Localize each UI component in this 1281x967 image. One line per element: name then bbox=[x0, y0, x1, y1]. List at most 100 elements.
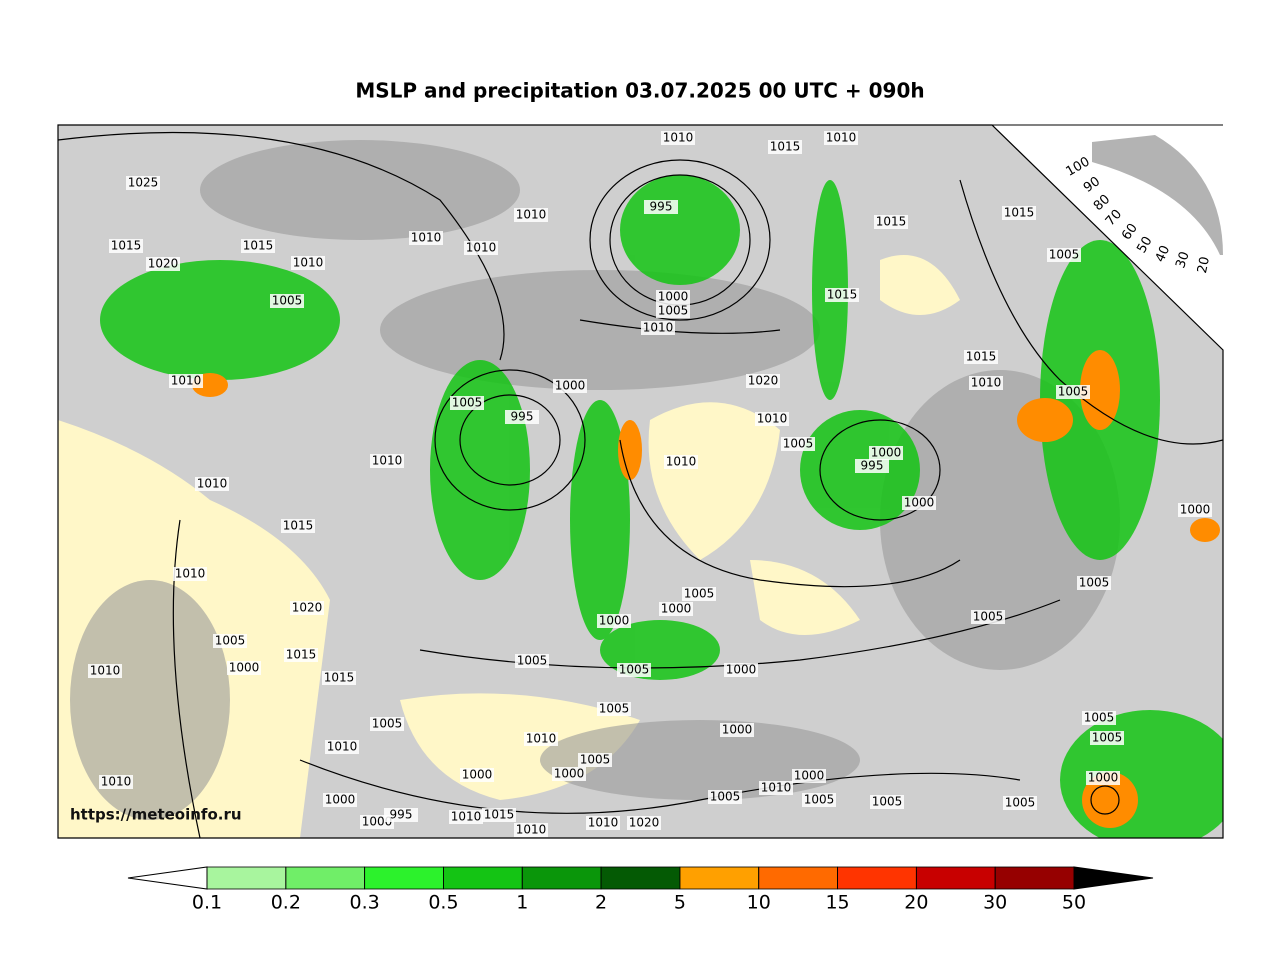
isobar-label: 1005 bbox=[372, 717, 403, 731]
isobar-label: 1010 bbox=[197, 477, 228, 491]
cloud-scale-label: 70 bbox=[1103, 207, 1125, 229]
isobar-label-bg bbox=[746, 374, 780, 388]
isobar-label: 1010 bbox=[757, 412, 788, 426]
isobar-label: 1005 bbox=[872, 795, 903, 809]
isobar-label-bg bbox=[656, 304, 690, 318]
isobar-label: 1005 bbox=[1079, 576, 1110, 590]
isobar-label: 1010 bbox=[293, 256, 324, 270]
isobar-label-bg bbox=[964, 350, 998, 364]
isobar-label: 1010 bbox=[171, 374, 202, 388]
colorbar-swatch bbox=[994, 866, 1075, 890]
isobar-label-bg bbox=[173, 567, 207, 581]
isobar-label: 1005 bbox=[658, 304, 689, 318]
isobar-label: 1010 bbox=[451, 810, 482, 824]
isobar-label-bg bbox=[482, 808, 516, 822]
isobar-label: 1010 bbox=[761, 781, 792, 795]
isobar-label-bg bbox=[552, 767, 586, 781]
isobar-label-bg bbox=[659, 602, 693, 616]
isobar-label-bg bbox=[1056, 385, 1090, 399]
isobar-label-bg bbox=[241, 239, 275, 253]
isobar-label-bg bbox=[759, 781, 793, 795]
isobar-label-bg bbox=[855, 459, 889, 473]
isobar-label: 1010 bbox=[971, 376, 1002, 390]
colorbar-over bbox=[1073, 866, 1154, 890]
isobar-label: 1010 bbox=[643, 321, 674, 335]
isobar-label-bg bbox=[802, 793, 836, 807]
isobar-label: 1000 bbox=[462, 768, 493, 782]
colorbar-swatch bbox=[285, 866, 366, 890]
isobar-label: 995 bbox=[390, 808, 413, 822]
colorbar-tick-label: 20 bbox=[904, 892, 928, 914]
isobar-label-bg bbox=[515, 654, 549, 668]
isobar-label: 1000 bbox=[794, 769, 825, 783]
isobar-label-bg bbox=[578, 753, 612, 767]
colorbar-swatch bbox=[679, 866, 760, 890]
isobar-label: 1025 bbox=[128, 176, 159, 190]
isobar-label-bg bbox=[661, 131, 695, 145]
isobar-label-bg bbox=[781, 437, 815, 451]
isobar-label-bg bbox=[644, 200, 678, 214]
isobar-label-bg bbox=[874, 215, 908, 229]
isobar-label: 1015 bbox=[111, 239, 142, 253]
isobar-label: 1000 bbox=[554, 767, 585, 781]
isobar-label-bg bbox=[524, 732, 558, 746]
isobar-label-bg bbox=[195, 477, 229, 491]
isobar-label-bg bbox=[755, 412, 789, 426]
isobar-label-bg bbox=[656, 290, 690, 304]
isobar-label-bg bbox=[370, 454, 404, 468]
isobar-label-bg bbox=[627, 816, 661, 830]
isobar-label: 1010 bbox=[466, 241, 497, 255]
isobar-label: 1005 bbox=[272, 294, 303, 308]
isobar-label: 1015 bbox=[770, 140, 801, 154]
isobar-label-bg bbox=[146, 257, 180, 271]
isobar-label-bg bbox=[641, 321, 675, 335]
isobar-label-bg bbox=[902, 496, 936, 510]
isobar-label: 1010 bbox=[826, 131, 857, 145]
isobar-label: 1005 bbox=[804, 793, 835, 807]
isobar-label: 1015 bbox=[286, 648, 317, 662]
colorbar-tick-label: 5 bbox=[674, 892, 686, 914]
isobar-label: 1000 bbox=[229, 661, 260, 675]
isobar-label-bg bbox=[464, 241, 498, 255]
isobar-label: 995 bbox=[511, 410, 534, 424]
colorbar-under bbox=[127, 866, 208, 890]
isobar-label: 1005 bbox=[1084, 711, 1115, 725]
isobar-label: 1015 bbox=[1004, 206, 1035, 220]
isobar-label: 1020 bbox=[148, 257, 179, 271]
isobar-label-bg bbox=[1003, 796, 1037, 810]
colorbar-tick-label: 30 bbox=[983, 892, 1007, 914]
isobar-label-bg bbox=[1086, 771, 1120, 785]
colorbar-swatch bbox=[758, 866, 838, 890]
isobar-label: 1020 bbox=[629, 816, 660, 830]
colorbar: 0.1 0.2 0.3 0.5 1 2 5 10 15 20 30 50 bbox=[127, 866, 1154, 914]
colorbar-tick-label: 15 bbox=[825, 892, 849, 914]
isobar-label: 1005 bbox=[1092, 731, 1123, 745]
isobar-label: 1010 bbox=[516, 823, 547, 837]
colorbar-tick-label: 1 bbox=[516, 892, 528, 914]
isobar-label: 1005 bbox=[783, 437, 814, 451]
isobar-label-bg bbox=[290, 601, 324, 615]
colorbar-swatch bbox=[521, 866, 602, 890]
colorbar-swatch bbox=[915, 866, 996, 890]
colorbar-tick-label: 0.2 bbox=[271, 892, 301, 914]
isobar-label: 1015 bbox=[484, 808, 515, 822]
colorbar-tick-label: 0.5 bbox=[428, 892, 458, 914]
colorbar-tick-label: 0.3 bbox=[350, 892, 380, 914]
isobar-label: 1000 bbox=[726, 663, 757, 677]
isobar-label-bg bbox=[586, 816, 620, 830]
isobar-label-bg bbox=[553, 379, 587, 393]
isobar-label-bg bbox=[284, 648, 318, 662]
isobar-label-bg bbox=[768, 140, 802, 154]
isobar-label-bg bbox=[1002, 206, 1036, 220]
isobar-label-bg bbox=[370, 717, 404, 731]
isobar-label: 1005 bbox=[1005, 796, 1036, 810]
isobar-label-bg bbox=[1047, 248, 1081, 262]
cloud-scale-label: 60 bbox=[1119, 221, 1141, 243]
isobar-label-bg bbox=[323, 793, 357, 807]
isobar-label: 1010 bbox=[327, 740, 358, 754]
colorbar-swatch bbox=[364, 866, 444, 890]
isobar-label-bg bbox=[1082, 711, 1116, 725]
colorbar-swatch bbox=[443, 866, 523, 890]
isobar-label: 1010 bbox=[101, 775, 132, 789]
